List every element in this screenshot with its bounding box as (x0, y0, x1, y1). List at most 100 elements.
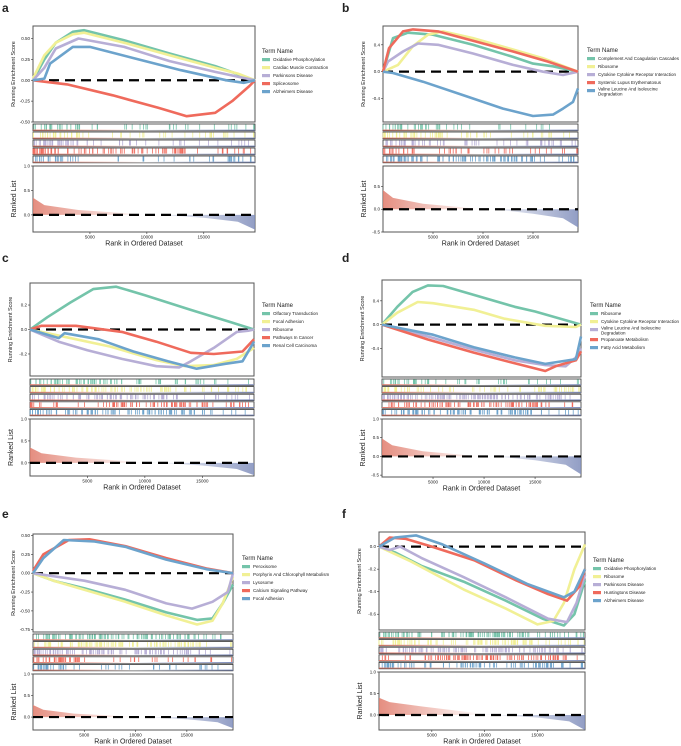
x-axis-label: Rank in Ordered Dataset (94, 739, 171, 746)
legend-swatch (262, 82, 270, 86)
hit-strip-3 (32, 656, 234, 664)
legend-item-label: Porphyrin And Chlorophyll Metabolism (253, 572, 330, 577)
x-tick-label: 15000 (196, 479, 209, 484)
es-curve-2 (32, 37, 256, 82)
es-tick-label: 0.0 (370, 544, 377, 549)
ranked-list-area (382, 438, 581, 475)
rank-axis-label: Ranked List (11, 683, 18, 720)
legend-swatch (587, 57, 595, 61)
hit-strip-band (33, 669, 233, 671)
es-tick-label: -0.2 (368, 567, 376, 572)
hit-strip-frame (29, 378, 255, 386)
legend-item-label: Fatty Acid Metabolism (601, 345, 645, 350)
panel-d: d -0.4 0.0 0.4 Running Enrichment Score -0.5 0… (342, 251, 680, 493)
es-curve-2 (378, 545, 587, 624)
legend-item-label: Olfactory Transduction (273, 311, 319, 316)
x-tick-label: 5000 (427, 733, 438, 738)
panel-a: a -0.50 -0.25 0.00 0.25 0.50 Running Enrichmen… (2, 1, 329, 248)
legend-title: Term Name (590, 303, 622, 309)
hit-strip-band (383, 153, 578, 155)
hit-strip-1 (32, 131, 256, 140)
x-tick-label: 10000 (141, 235, 154, 240)
ranked-list-frame (382, 165, 579, 233)
hit-strip-frame (378, 662, 586, 670)
es-curve-2 (381, 42, 579, 77)
legend-swatch (262, 90, 270, 94)
ranked-list-frame (381, 418, 582, 478)
panel-e: e -0.75 -0.50 -0.25 0.00 0.25 0.50 Running Enri… (2, 507, 330, 746)
es-tick-label: 0.0 (21, 327, 28, 332)
legend-swatch (242, 597, 250, 601)
legend-swatch (262, 320, 270, 324)
legend-item-label: Peroxisome (253, 564, 277, 569)
rank-tick-label: 0.0 (374, 207, 381, 212)
legend-swatch (590, 346, 598, 350)
legend-item-label: Complement And Coagulation Cascades (598, 56, 680, 61)
es-axis-label: Running Enrichment Score (357, 548, 363, 614)
es-tick-label: 0.2 (21, 303, 28, 308)
legend-item-label: Ribosome (598, 64, 619, 69)
es-tick-label: 0.4 (373, 298, 380, 303)
hit-strip-1 (381, 386, 582, 394)
rank-tick-label: 0.5 (374, 184, 381, 189)
es-tick-label: -0.50 (20, 120, 31, 125)
hit-strip-band (33, 129, 255, 131)
legend-item-label: Parkinsons Disease (604, 582, 644, 587)
es-tick-label: -0.4 (372, 96, 380, 101)
x-tick-label: 5000 (428, 480, 439, 485)
hit-strip-2 (381, 393, 582, 402)
legend-title: Term Name (262, 49, 294, 55)
x-tick-label: 10000 (129, 733, 142, 738)
legend-item-label: Ribosome (273, 327, 294, 332)
rank-tick-label: 0.5 (24, 693, 31, 698)
legend-swatch (262, 58, 270, 62)
hit-strip-band (33, 654, 233, 656)
rank-axis-label: Ranked List (8, 429, 15, 466)
panel-label: e (2, 507, 9, 521)
es-curve-4 (381, 323, 583, 366)
legend-title: Term Name (587, 48, 619, 54)
panel-label: d (342, 251, 349, 265)
legend-swatch (262, 66, 270, 70)
es-curve-4 (378, 534, 587, 599)
hit-strip-4 (32, 664, 234, 672)
hit-strip-band (379, 667, 585, 669)
hit-strip-4 (378, 662, 586, 670)
x-axis-label: Rank in Ordered Dataset (442, 241, 519, 248)
hit-strip-band (382, 391, 581, 393)
x-tick-label: 15000 (181, 733, 194, 738)
legend-item-label: Focal Adhesion (273, 319, 304, 324)
hit-strip-band (33, 161, 255, 163)
hit-strip-frame (381, 386, 582, 394)
panel-b: b -0.4 0.0 0.4 Running Enrichment Score -0.5 0… (342, 1, 680, 248)
rank-axis-label: Ranked List (360, 429, 367, 466)
es-curve-3 (381, 323, 583, 373)
legend-title: Term Name (262, 303, 294, 309)
legend-item-label: Parkinsons Disease (273, 73, 313, 78)
legend-swatch (593, 575, 601, 579)
rank-tick-label: 0.5 (370, 691, 377, 696)
hit-strip-band (382, 384, 581, 386)
hit-strip-band (33, 153, 255, 155)
hit-strip-4 (32, 155, 256, 164)
es-axis-label: Running Enrichment Score (8, 297, 14, 363)
legend-item-label: Huntingtons Disease (604, 590, 646, 595)
es-tick-label: -0.25 (20, 590, 31, 595)
rank-tick-label: 0.0 (24, 715, 31, 720)
panel-label: c (2, 251, 9, 265)
es-curve-0 (31, 28, 256, 82)
x-tick-label: 5000 (428, 235, 439, 240)
legend-line: Valine Leucine And Isoleucine (601, 326, 661, 331)
es-tick-label: -0.75 (20, 627, 31, 632)
legend-item-label: Lysosome (253, 580, 274, 585)
x-axis-label: Rank in Ordered Dataset (105, 241, 182, 248)
hit-strip-0 (29, 378, 255, 386)
hit-strip-2 (29, 393, 255, 402)
es-tick-label: -0.4 (371, 346, 379, 351)
hit-strip-band (33, 137, 255, 139)
es-tick-label: 0.50 (21, 533, 30, 538)
legend-swatch (593, 591, 601, 595)
hit-strip-3 (378, 654, 586, 662)
legend-swatch (587, 73, 595, 77)
hit-strip-1 (382, 131, 579, 140)
